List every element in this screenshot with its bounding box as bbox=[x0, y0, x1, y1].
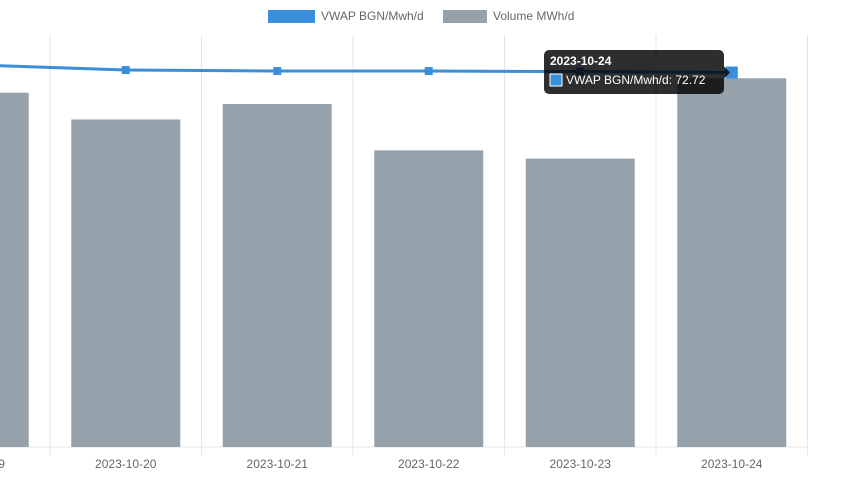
tooltip-caret bbox=[724, 66, 730, 79]
tooltip-sep: : bbox=[669, 73, 676, 87]
x-tick-label: 2023-10-22 bbox=[398, 457, 460, 471]
x-tick-label: 2023-10-21 bbox=[247, 457, 309, 471]
tooltip-series: VWAP BGN/Mwh/d bbox=[566, 73, 669, 87]
legend-swatch bbox=[443, 10, 487, 23]
bar bbox=[677, 78, 787, 447]
x-tick-label: 2023-10-23 bbox=[550, 457, 612, 471]
bar bbox=[525, 158, 635, 447]
bars bbox=[0, 78, 787, 448]
tooltip: 2023-10-24 VWAP BGN/Mwh/d: 72.72 bbox=[544, 50, 730, 94]
bar bbox=[71, 119, 181, 448]
x-tick-label: 2023-10-20 bbox=[95, 457, 157, 471]
line-point bbox=[424, 67, 433, 76]
bar bbox=[374, 150, 484, 448]
legend-swatch bbox=[268, 10, 315, 23]
bar bbox=[222, 104, 332, 447]
bar bbox=[0, 92, 29, 448]
tooltip-value: 72.72 bbox=[675, 73, 705, 87]
grid: 2023-10-19 2023-10-20 2023-10-21 2023-10-22… bbox=[0, 35, 808, 471]
line-point bbox=[121, 66, 130, 75]
legend-label: VWAP BGN/Mwh/d bbox=[321, 9, 424, 23]
tooltip-swatch bbox=[549, 73, 563, 87]
tooltip-box bbox=[544, 50, 724, 94]
line-point bbox=[273, 67, 282, 76]
line-point bbox=[725, 66, 738, 79]
x-tick-label: 2023-10-19 bbox=[0, 457, 5, 471]
legend-label: Volume MWh/d bbox=[493, 9, 574, 23]
legend: VWAP BGN/Mwh/d Volume MWh/d bbox=[268, 9, 574, 23]
tooltip-body: VWAP BGN/Mwh/d: 72.72 bbox=[566, 73, 706, 87]
x-tick-label: 2023-10-24 bbox=[701, 457, 763, 471]
tooltip-title: 2023-10-24 bbox=[550, 54, 612, 68]
